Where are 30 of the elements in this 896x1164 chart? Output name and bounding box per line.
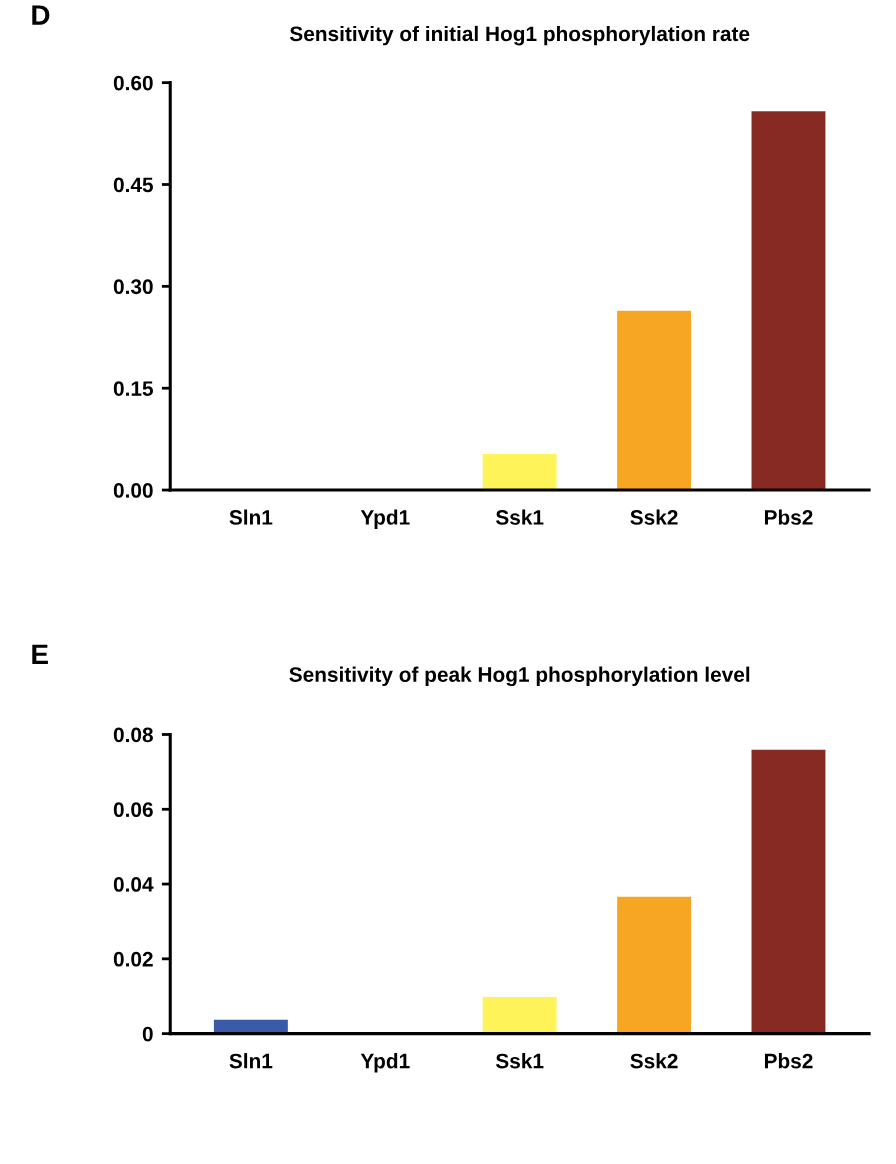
y-tick-label: 0.60: [113, 75, 153, 91]
chart-title: Sensitivity of initial Hog1 phosphorylation rate: [289, 25, 750, 46]
bar: [751, 111, 826, 491]
y-tick-label: 0: [142, 1026, 153, 1042]
text: D: [32, 5, 50, 25]
x-tick-label: Pbs2: [764, 1053, 813, 1069]
chart-title: Sensitivity of peak Hog1 phosphorylation level: [289, 666, 750, 687]
y-tick-label: 0.04: [113, 877, 154, 892]
y-tick-label: 0.00: [113, 483, 153, 498]
x-tick-label: Ssk2: [630, 509, 678, 525]
bar: [617, 310, 692, 491]
y-tick-label: 0.45: [113, 177, 153, 193]
y-tick-label: 0.06: [113, 802, 153, 818]
x-tick-label: Ypd1: [360, 509, 410, 529]
bar: [482, 996, 557, 1034]
x-tick-label: Sln1: [229, 509, 273, 525]
x-tick-label: Ssk2: [630, 1053, 678, 1069]
bar: [617, 896, 692, 1034]
bar: [751, 749, 826, 1034]
y-tick-label: 0.08: [113, 727, 153, 743]
x-tick-label: Sln1: [229, 1053, 273, 1069]
x-tick-label: Ssk1: [495, 509, 544, 525]
x-tick-label: Ssk1: [495, 1053, 544, 1069]
y-tick-label: 0.15: [113, 381, 153, 396]
bar: [482, 454, 557, 491]
text: E: [32, 644, 48, 664]
y-tick-label: 0.02: [113, 951, 153, 967]
x-tick-label: Pbs2: [764, 509, 813, 525]
y-tick-label: 0.30: [113, 279, 153, 295]
x-tick-label: Ypd1: [360, 1053, 410, 1073]
